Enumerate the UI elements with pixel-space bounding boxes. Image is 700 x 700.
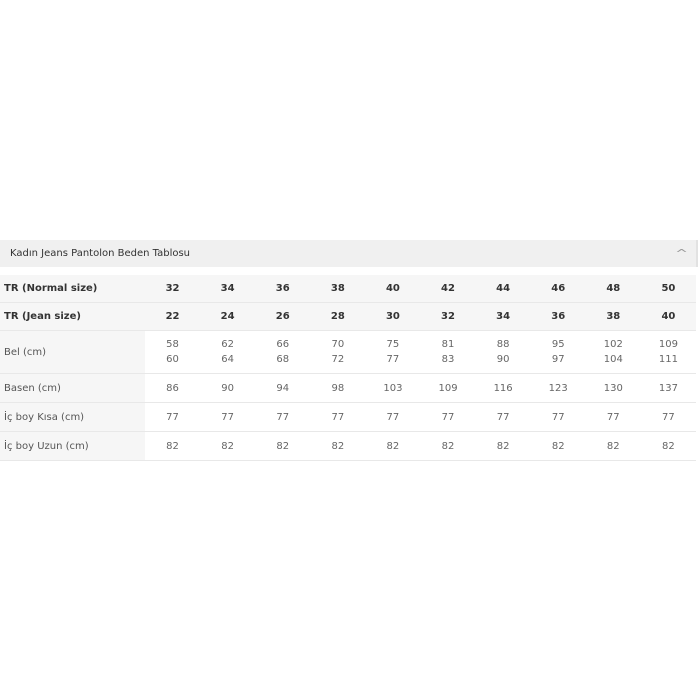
table-cell: 38 — [310, 275, 366, 303]
cell-value: 60 — [166, 354, 179, 365]
table-row: TR (Jean size) 22 24 26 28 30 32 34 36 38 40 — [0, 302, 696, 331]
table-cell: 26 — [255, 302, 311, 331]
accordion-header[interactable]: Kadın Jeans Pantolon Beden Tablosu ^ — [0, 240, 696, 267]
row-label: TR (Normal size) — [0, 275, 145, 303]
table-cell: 36 — [530, 302, 586, 331]
table-cell: 82 — [200, 431, 256, 461]
table-cell: 38 — [585, 302, 641, 331]
cell-value: 104 — [603, 354, 623, 365]
chevron-up-icon[interactable]: ^ — [674, 247, 688, 260]
table-cell: 48 — [585, 275, 641, 303]
cell-value: 75 — [386, 339, 400, 350]
table-cell: 82 — [310, 431, 366, 461]
table-cell: 82 — [585, 431, 641, 461]
table-cell: 44 — [475, 275, 531, 303]
table-cell: 82 — [365, 431, 421, 461]
panel-title: Kadın Jeans Pantolon Beden Tablosu — [10, 248, 191, 259]
table-cell: 103 — [365, 373, 421, 403]
table-cell: 42 — [420, 275, 476, 303]
table-cell: 82 — [420, 431, 476, 461]
cell-value: 77 — [386, 354, 400, 365]
table-cell: 123 — [530, 373, 586, 403]
table-cell: 82 — [255, 431, 311, 461]
cell-value: 111 — [658, 354, 678, 365]
cell-value: 66 — [276, 339, 290, 350]
cell-value: 95 — [551, 339, 565, 350]
table-cell: 77 — [475, 402, 531, 432]
table-cell: 130 — [585, 373, 641, 403]
table-cell: 70 72 — [310, 330, 366, 374]
table-cell: 102 104 — [585, 330, 641, 374]
cell-value: 88 — [496, 339, 510, 350]
cell-value: 81 — [441, 339, 455, 350]
table-cell: 77 — [365, 402, 421, 432]
table-cell: 77 — [310, 402, 366, 432]
table-cell: 46 — [530, 275, 586, 303]
table-cell: 32 — [420, 302, 476, 331]
size-table: TR (Normal size) 32 34 36 38 40 42 44 46 48 50 TR (… — [0, 275, 696, 461]
table-cell: 77 — [530, 402, 586, 432]
table-cell: 77 — [145, 402, 201, 432]
table-cell: 82 — [530, 431, 586, 461]
cell-value: 72 — [331, 354, 345, 365]
table-cell: 109 111 — [640, 330, 696, 374]
row-label: İç boy Uzun (cm) — [0, 431, 145, 461]
table-cell: 34 — [200, 275, 256, 303]
table-cell: 109 — [420, 373, 476, 403]
table-cell: 40 — [365, 275, 421, 303]
table-cell: 62 64 — [200, 330, 256, 374]
cell-value: 58 — [166, 339, 179, 350]
table-cell: 116 — [475, 373, 531, 403]
table-cell: 66 68 — [255, 330, 311, 374]
cell-value: 68 — [276, 354, 290, 365]
cell-value: 70 — [331, 339, 345, 350]
row-label: İç boy Kısa (cm) — [0, 402, 145, 432]
table-cell: 94 — [255, 373, 311, 403]
table-cell: 81 83 — [420, 330, 476, 374]
size-chart-panel: Kadın Jeans Pantolon Beden Tablosu ^ TR … — [0, 240, 698, 461]
table-cell: 24 — [200, 302, 256, 331]
table-row: İç boy Kısa (cm) 77 77 77 77 77 77 77 77 77 77 — [0, 402, 696, 432]
table-cell: 95 97 — [530, 330, 586, 374]
table-cell: 30 — [365, 302, 421, 331]
table-cell: 82 — [640, 431, 696, 461]
table-cell: 82 — [145, 431, 201, 461]
table-cell: 40 — [640, 302, 696, 331]
table-cell: 98 — [310, 373, 366, 403]
table-cell: 77 — [255, 402, 311, 432]
table-row: İç boy Uzun (cm) 82 82 82 82 82 82 82 82 82 82 — [0, 431, 696, 461]
row-label: Basen (cm) — [0, 373, 145, 403]
table-cell: 28 — [310, 302, 366, 331]
table-cell: 137 — [640, 373, 696, 403]
table-cell: 22 — [145, 302, 201, 331]
table-row: Basen (cm) 86 90 94 98 103 109 116 123 130 137 — [0, 373, 696, 403]
table-cell: 34 — [475, 302, 531, 331]
table-cell: 50 — [640, 275, 696, 303]
table-cell: 88 90 — [475, 330, 531, 374]
table-cell: 77 — [585, 402, 641, 432]
cell-value: 83 — [441, 354, 455, 365]
table-cell: 75 77 — [365, 330, 421, 374]
cell-value: 97 — [551, 354, 565, 365]
table-cell: 90 — [200, 373, 256, 403]
table-cell: 82 — [475, 431, 531, 461]
table-cell: 77 — [420, 402, 476, 432]
row-label: TR (Jean size) — [0, 302, 145, 331]
table-row: TR (Normal size) 32 34 36 38 40 42 44 46 48 50 — [0, 275, 696, 303]
cell-value: 62 — [221, 339, 234, 350]
cell-value: 90 — [496, 354, 510, 365]
table-cell: 77 — [200, 402, 256, 432]
table-cell: 36 — [255, 275, 311, 303]
table-cell: 86 — [145, 373, 201, 403]
cell-value: 64 — [221, 354, 234, 365]
table-cell: 77 — [640, 402, 696, 432]
table-cell: 58 60 — [145, 330, 201, 374]
row-label: Bel (cm) — [0, 330, 145, 374]
table-row: Bel (cm) 58 60 62 64 66 68 70 72 75 77 81 83 88 90 95 97… — [0, 330, 696, 374]
table-cell: 32 — [145, 275, 201, 303]
cell-value: 109 — [658, 339, 678, 350]
cell-value: 102 — [603, 339, 623, 350]
